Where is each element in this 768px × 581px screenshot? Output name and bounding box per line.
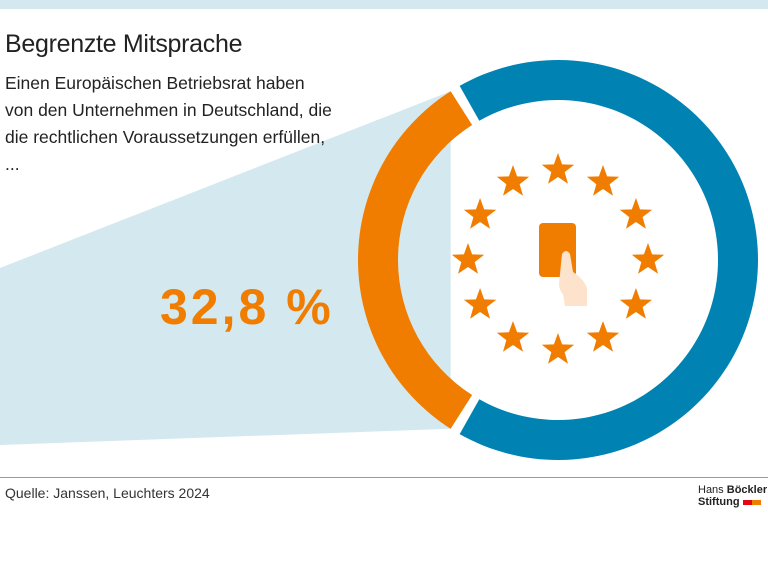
star-icon [631,243,665,274]
star-icon [541,333,575,364]
star-icon [586,320,620,352]
star-icon [541,153,575,184]
hand-card-icon [539,223,587,306]
chart-title: Begrenzte Mitsprache [5,30,243,58]
donut-slice-1 [459,60,758,461]
hans-boeckler-logo: Hans Böckler Stiftung [698,484,768,508]
source-note: Quelle: Janssen, Leuchters 2024 [5,485,210,501]
top-bar [0,0,768,9]
eu-stars-icon [451,153,665,364]
donut-slice-0 [358,91,473,429]
star-icon [451,243,485,274]
star-icon [463,288,497,319]
star-icon [496,320,530,352]
divider [0,477,768,478]
star-icon [496,165,530,196]
star-icon [463,198,497,229]
data-label-percent: 32,8 % [160,279,334,335]
star-icon [619,198,653,229]
star-icon [619,288,653,319]
highlight-wedge [0,91,451,445]
chart-subtitle: Einen Europäischen Betriebsrat haben von… [5,73,332,174]
star-icon [586,165,620,196]
